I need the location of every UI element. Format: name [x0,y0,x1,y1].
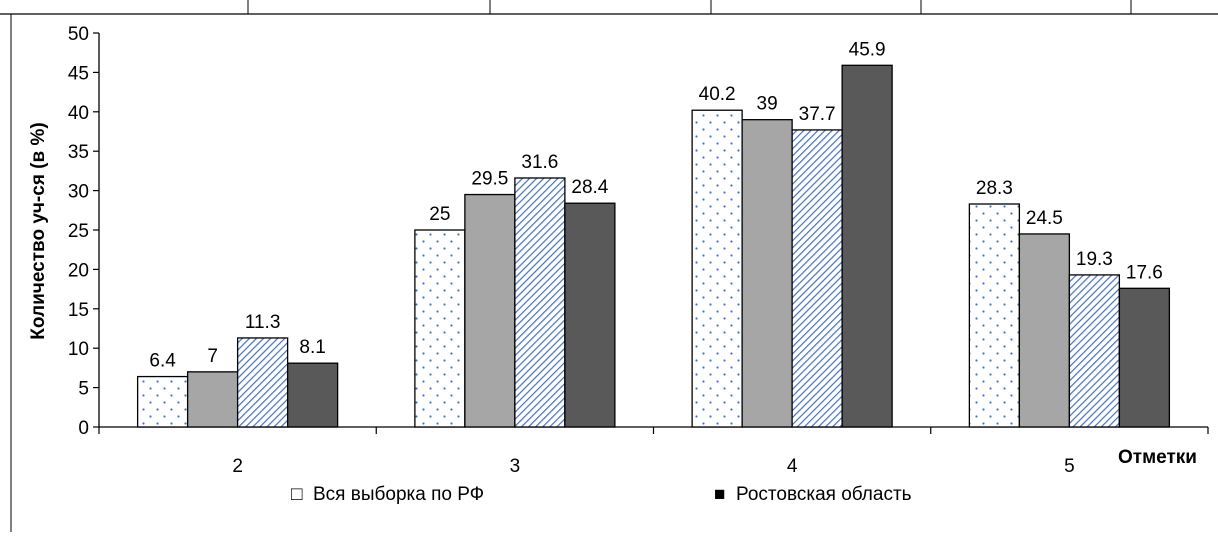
y-axis-title: Количество уч-ся (в %) [28,122,49,339]
y-tick-label: 15 [68,300,89,321]
bar [1018,233,1071,428]
x-tick-label: 3 [510,456,521,477]
data-label: 8.1 [299,337,325,358]
bar [514,177,566,428]
y-tick-label: 45 [68,63,89,84]
data-label: 31.6 [521,152,558,173]
legend-marker-rf: □ [291,484,303,505]
data-label: 29.5 [471,169,508,190]
data-label: 28.4 [571,177,608,198]
data-label: 39 [757,94,778,115]
legend-label-rostov: Ростовская область [736,484,912,505]
bar [968,203,1021,428]
data-label: 45.9 [849,39,886,60]
bars [136,64,1171,428]
bar [464,193,516,428]
x-axis-title: Отметки [1118,447,1197,468]
legend: □ Вся выборка по РФ ■ Ростовская область [291,484,912,505]
y-tick-label: 0 [78,418,89,439]
y-tick-label: 50 [68,24,89,45]
x-tick-label: 5 [1064,456,1075,477]
bar [1068,274,1121,428]
y-tick-label: 35 [68,142,89,163]
bar [791,129,843,428]
bar [236,337,289,428]
y-tick-label: 10 [68,339,89,360]
data-label: 7 [207,346,218,367]
y-tick-label: 20 [68,260,89,281]
y-tick-label: 40 [68,103,89,124]
y-tick-label: 5 [78,379,89,400]
y-tick-label: 30 [68,182,89,203]
bar [286,362,339,428]
data-label: 24.5 [1026,208,1063,229]
data-label: 19.3 [1076,249,1113,270]
bar [841,64,893,428]
data-label: 17.6 [1126,262,1163,283]
data-label: 25 [429,204,450,225]
data-label: 28.3 [976,178,1013,199]
bar [186,371,239,428]
bar [564,202,616,428]
data-label: 37.7 [799,104,836,125]
bar [1118,287,1171,428]
data-label: 11.3 [245,312,281,333]
data-label: 40.2 [699,84,736,105]
bar [414,229,466,428]
legend-marker-rostov: ■ [714,484,725,505]
bar [741,119,793,428]
x-tick-label: 4 [787,456,798,477]
y-tick-label: 25 [68,221,89,242]
x-tick-label: 2 [232,456,243,477]
bar [136,375,189,428]
data-labels: 6.4 25 40.2 28.3 7 29.5 39 24.5 11.3 31.6 37.7 19.3… [149,39,1162,371]
legend-label-rf: Вся выборка по РФ [313,484,484,505]
bar [691,109,743,428]
data-label: 6.4 [149,351,176,372]
